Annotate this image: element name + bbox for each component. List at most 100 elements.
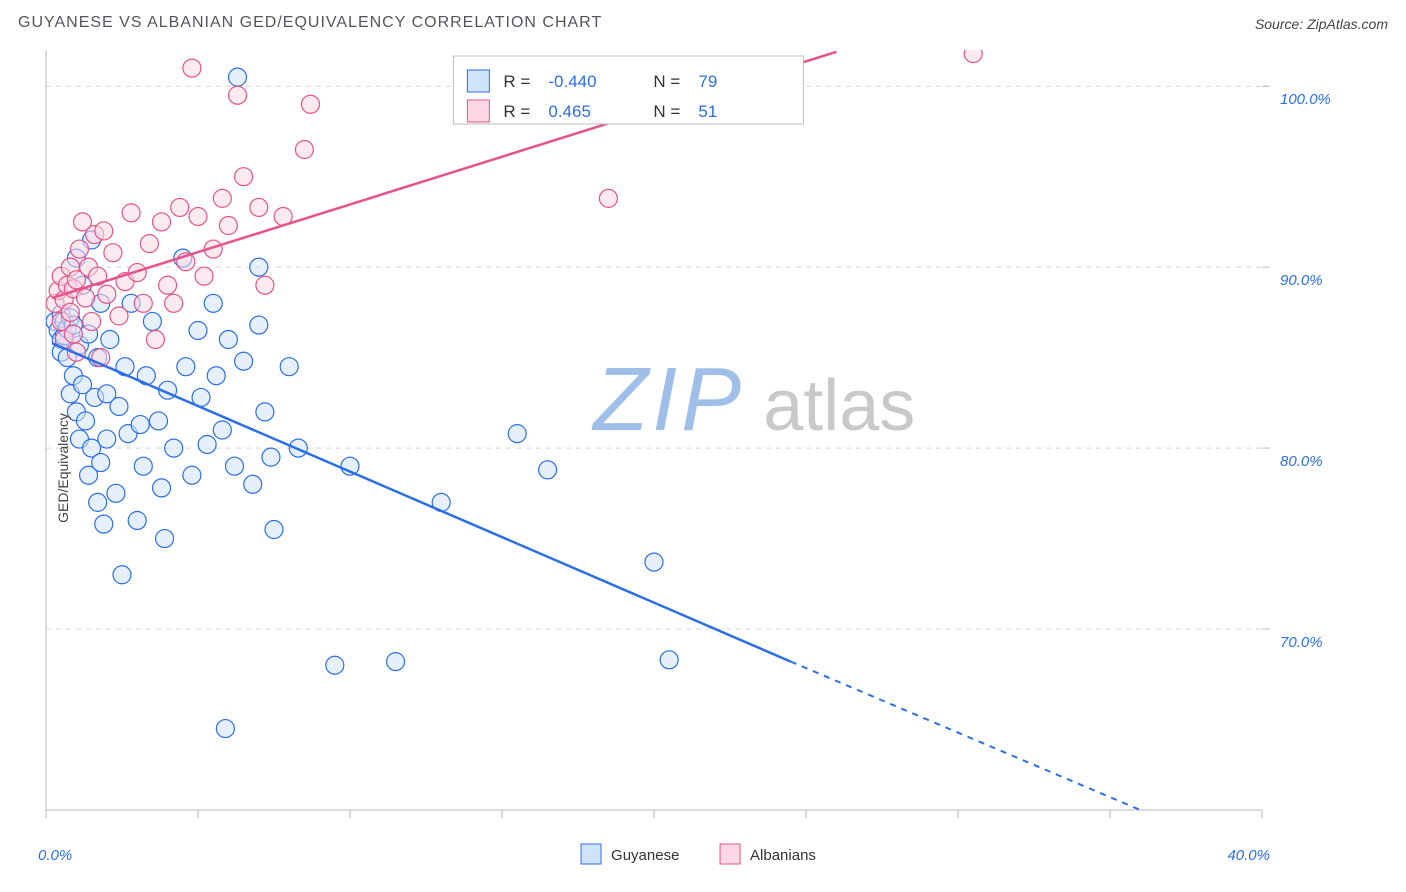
series-legend-swatch xyxy=(581,844,601,864)
data-point-albanians xyxy=(134,294,152,312)
data-point-albanians xyxy=(95,222,113,240)
chart-source: Source: ZipAtlas.com xyxy=(1255,16,1388,32)
trend-line-dashed-guyanese xyxy=(791,662,1247,856)
legend-N-label: N = xyxy=(653,72,680,91)
watermark: ZIPatlas xyxy=(591,350,915,450)
data-point-guyanese xyxy=(539,461,557,479)
data-point-guyanese xyxy=(134,457,152,475)
data-point-albanians xyxy=(110,307,128,325)
data-point-albanians xyxy=(61,303,79,321)
data-point-albanians xyxy=(250,198,268,216)
data-point-guyanese xyxy=(89,493,107,511)
data-point-guyanese xyxy=(207,367,225,385)
data-point-albanians xyxy=(70,240,88,258)
data-point-guyanese xyxy=(508,425,526,443)
data-point-guyanese xyxy=(156,530,174,548)
data-point-guyanese xyxy=(95,515,113,533)
data-point-guyanese xyxy=(216,720,234,738)
data-point-guyanese xyxy=(165,439,183,457)
svg-text:atlas: atlas xyxy=(763,366,915,446)
data-point-guyanese xyxy=(143,312,161,330)
data-point-albanians xyxy=(77,289,95,307)
data-point-albanians xyxy=(140,235,158,253)
legend-N-value: 79 xyxy=(698,72,717,91)
data-point-albanians xyxy=(599,189,617,207)
x-tick-label: 0.0% xyxy=(38,847,72,864)
data-point-albanians xyxy=(235,168,253,186)
data-point-albanians xyxy=(301,95,319,113)
y-axis-label: GED/Equivalency xyxy=(55,413,71,523)
data-point-albanians xyxy=(171,198,189,216)
data-point-guyanese xyxy=(92,454,110,472)
data-point-albanians xyxy=(219,217,237,235)
data-point-guyanese xyxy=(235,352,253,370)
y-tick-label: 80.0% xyxy=(1280,453,1323,470)
data-point-guyanese xyxy=(77,412,95,430)
data-point-albanians xyxy=(183,59,201,77)
data-point-guyanese xyxy=(183,466,201,484)
data-point-guyanese xyxy=(98,430,116,448)
data-point-guyanese xyxy=(213,421,231,439)
data-point-guyanese xyxy=(225,457,243,475)
data-point-guyanese xyxy=(128,511,146,529)
legend-R-value: 0.465 xyxy=(548,102,591,121)
data-point-guyanese xyxy=(256,403,274,421)
data-point-guyanese xyxy=(189,321,207,339)
svg-text:ZIP: ZIP xyxy=(591,350,745,450)
data-point-albanians xyxy=(256,276,274,294)
data-point-guyanese xyxy=(107,484,125,502)
legend-N-value: 51 xyxy=(698,102,717,121)
data-point-guyanese xyxy=(262,448,280,466)
legend-R-value: -0.440 xyxy=(548,72,596,91)
data-point-albanians xyxy=(189,207,207,225)
data-point-albanians xyxy=(213,189,231,207)
data-point-guyanese xyxy=(280,358,298,376)
data-point-guyanese xyxy=(113,566,131,584)
data-point-guyanese xyxy=(250,258,268,276)
y-tick-label: 70.0% xyxy=(1280,634,1323,651)
data-point-albanians xyxy=(964,45,982,63)
data-point-guyanese xyxy=(250,316,268,334)
data-point-albanians xyxy=(195,267,213,285)
data-point-guyanese xyxy=(131,416,149,434)
legend-swatch xyxy=(467,100,489,122)
data-point-guyanese xyxy=(645,553,663,571)
series-legend-label: Guyanese xyxy=(611,847,679,864)
scatter-plot-svg: ZIPatlas 0.0% 40.0% 70.0% 80.0% 90.0% 100.0% R … xyxy=(0,44,1406,892)
data-point-albanians xyxy=(104,244,122,262)
data-point-albanians xyxy=(98,285,116,303)
data-point-guyanese xyxy=(177,358,195,376)
data-point-albanians xyxy=(122,204,140,222)
data-point-guyanese xyxy=(229,68,247,86)
chart-title: GUYANESE VS ALBANIAN GED/EQUIVALENCY COR… xyxy=(18,14,602,31)
legend-N-label: N = xyxy=(653,102,680,121)
data-point-guyanese xyxy=(110,397,128,415)
data-point-guyanese xyxy=(387,653,405,671)
data-point-guyanese xyxy=(153,479,171,497)
legend-swatch xyxy=(467,70,489,92)
legend-R-label: R = xyxy=(503,72,530,91)
data-point-albanians xyxy=(83,312,101,330)
series-legend-swatch xyxy=(720,844,740,864)
series-legend-label: Albanians xyxy=(750,847,816,864)
y-tick-label: 90.0% xyxy=(1280,272,1323,289)
data-point-albanians xyxy=(153,213,171,231)
data-point-guyanese xyxy=(149,412,167,430)
data-point-guyanese xyxy=(660,651,678,669)
x-tick-label: 40.0% xyxy=(1227,847,1270,864)
data-point-guyanese xyxy=(101,331,119,349)
data-point-albanians xyxy=(229,86,247,104)
data-point-albanians xyxy=(64,325,82,343)
data-point-guyanese xyxy=(219,331,237,349)
data-point-guyanese xyxy=(326,656,344,674)
data-point-albanians xyxy=(165,294,183,312)
legend-R-label: R = xyxy=(503,102,530,121)
data-point-guyanese xyxy=(204,294,222,312)
data-point-guyanese xyxy=(198,435,216,453)
chart-header: GUYANESE VS ALBANIAN GED/EQUIVALENCY COR… xyxy=(18,14,1388,42)
y-tick-label: 100.0% xyxy=(1280,91,1331,108)
chart-area: GED/Equivalency ZIPatlas 0.0% 40.0% 70.0% 80… xyxy=(0,44,1406,892)
data-point-guyanese xyxy=(265,521,283,539)
data-point-guyanese xyxy=(244,475,262,493)
data-point-albanians xyxy=(159,276,177,294)
